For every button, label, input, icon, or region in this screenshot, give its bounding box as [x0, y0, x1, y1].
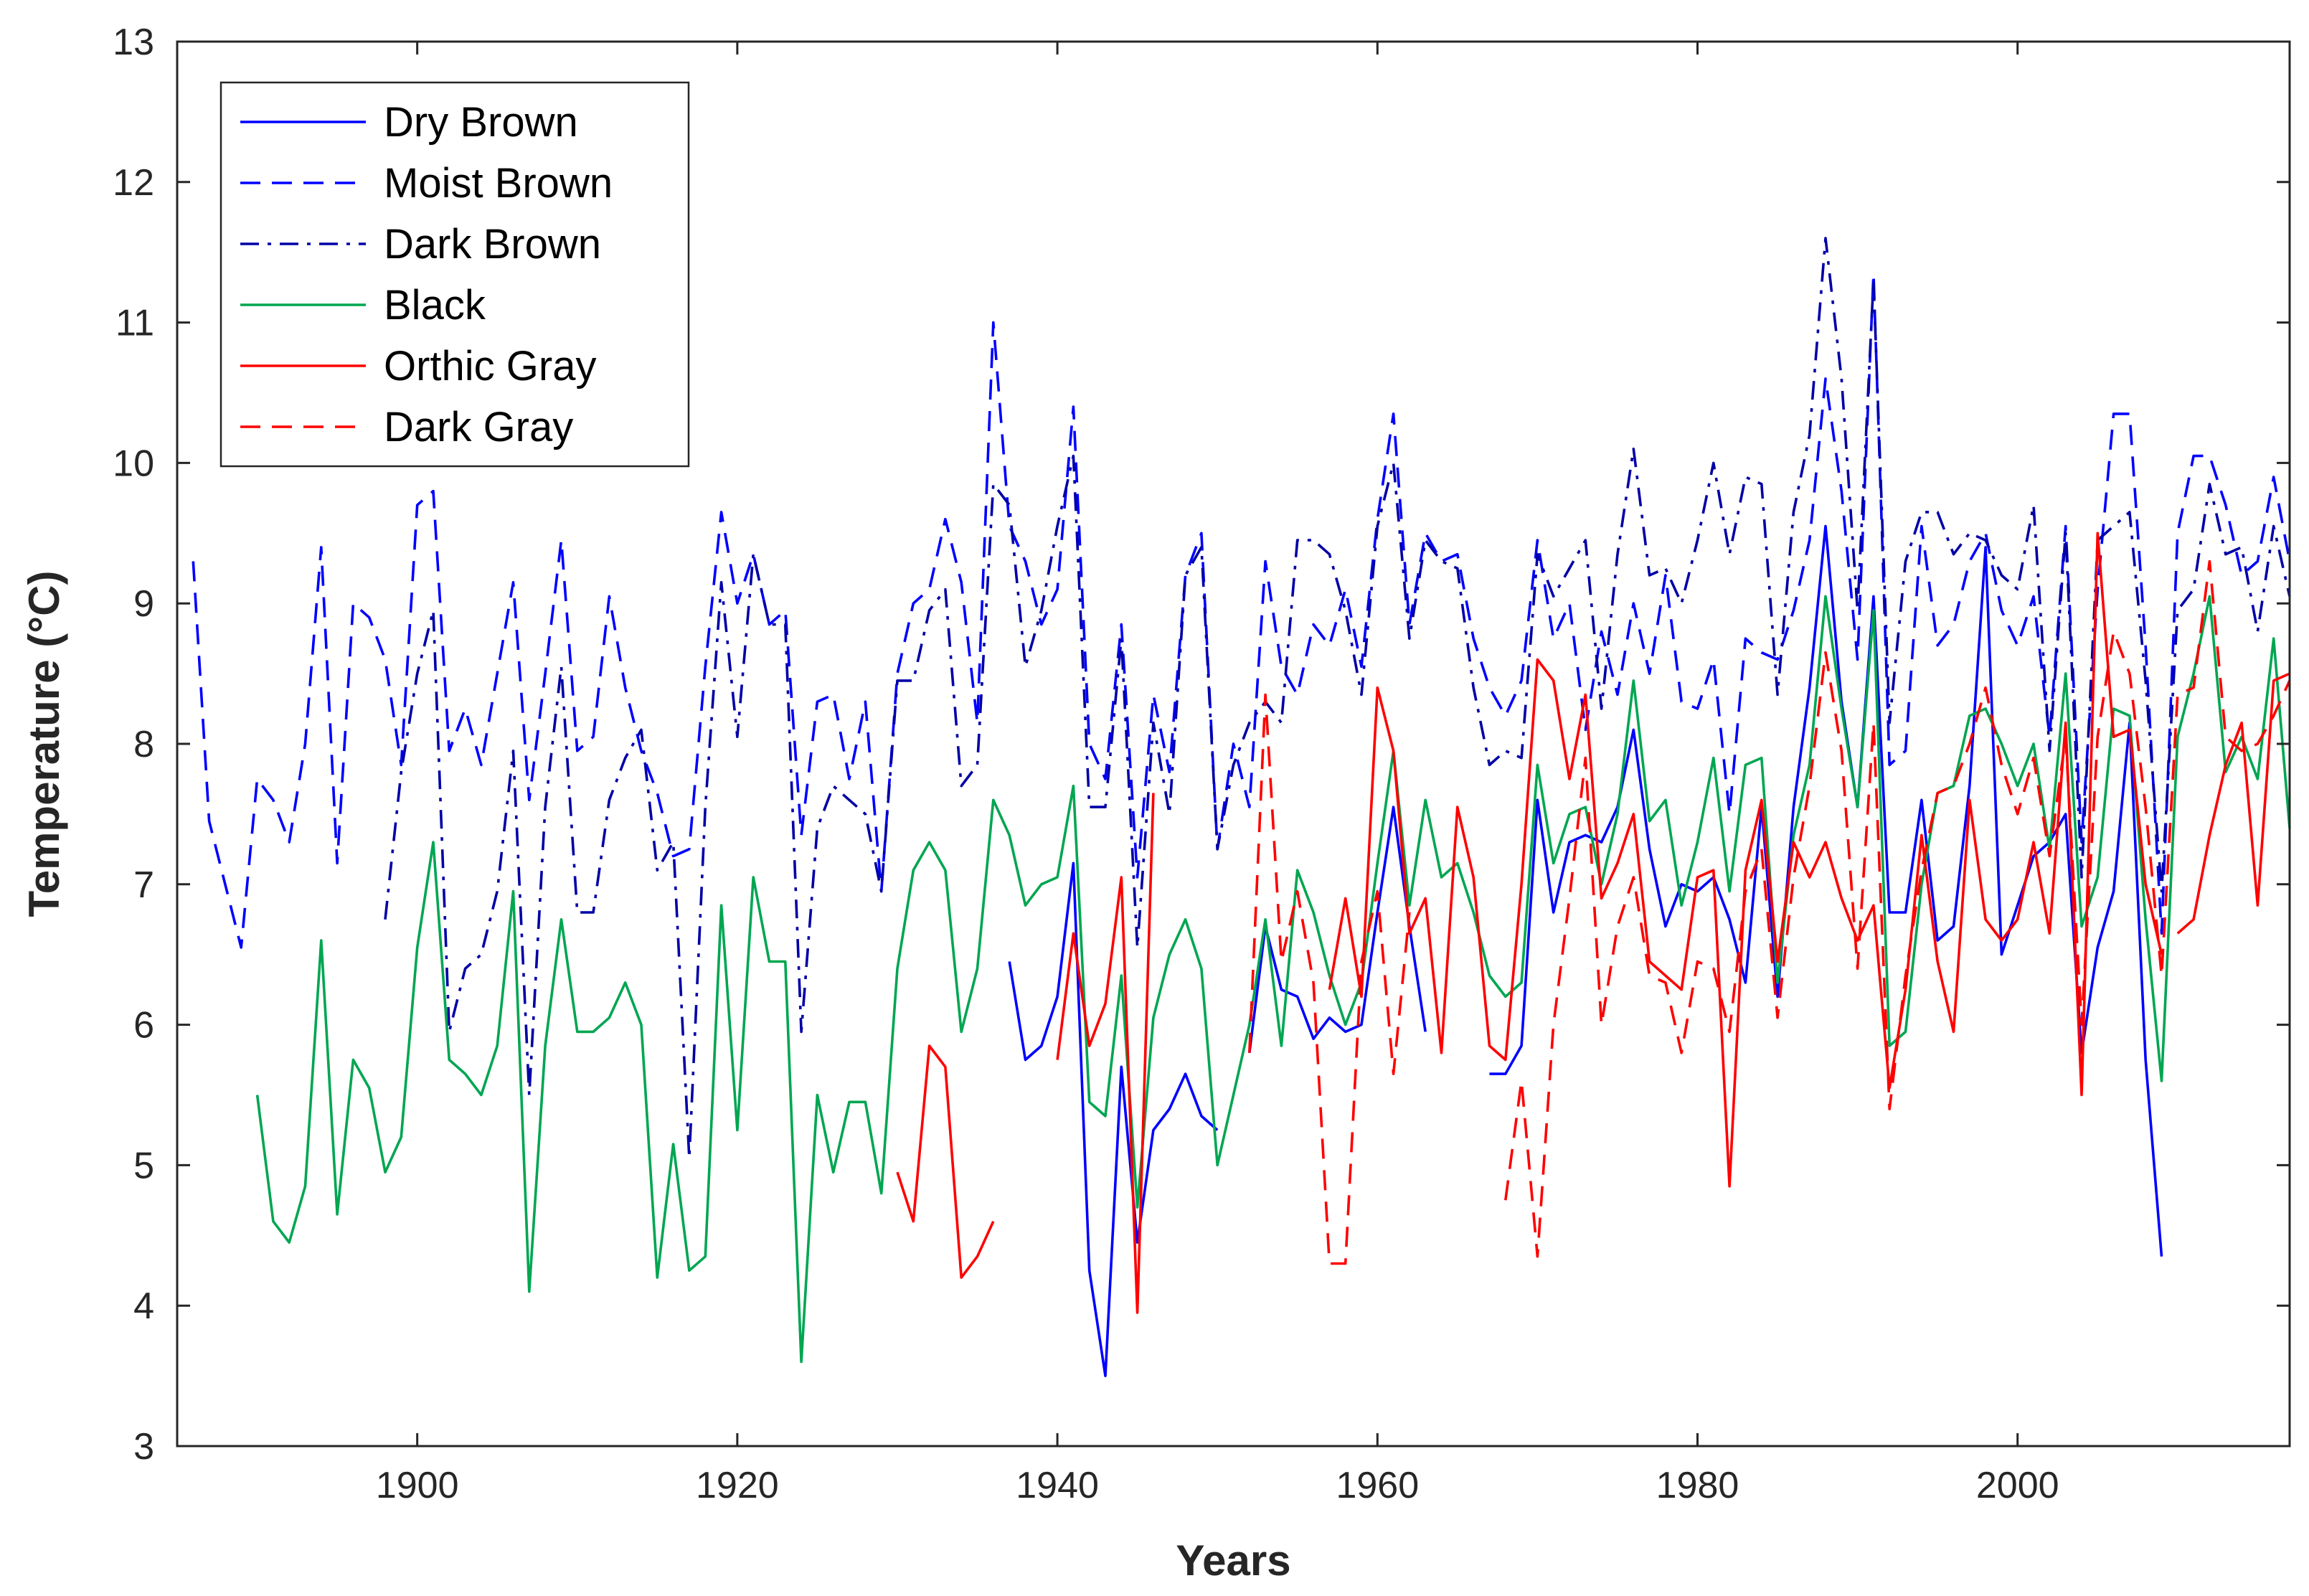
legend: Dry Brown Moist Brown Dark Brown Black Orthi…: [219, 81, 690, 468]
ticks-layer: 3 4 5 6 7 8 9 10 11 12 13 1900 1920 1940 1960 1980 2000: [113, 22, 2290, 1506]
series-moist-brown: [192, 272, 2291, 949]
x-tick-label: 1940: [1016, 1465, 1099, 1506]
x-tick-label: 1900: [376, 1465, 459, 1506]
y-tick-label: 9: [133, 583, 154, 625]
series-line-dark-brown-0: [384, 237, 2291, 1160]
series-layer: [192, 237, 2291, 1377]
legend-label: Dry Brown: [384, 99, 578, 146]
x-tick-label: 2000: [1976, 1465, 2059, 1506]
y-tick-label: 10: [113, 443, 154, 484]
series-dark-gray: [1248, 559, 2291, 1265]
legend-item: Orthic Gray: [240, 343, 597, 389]
legend-label: Dark Brown: [384, 221, 601, 268]
x-axis-title: Years: [1176, 1536, 1290, 1585]
y-tick-label: 11: [115, 303, 154, 344]
legend-items: Dry Brown Moist Brown Dark Brown Black Orthi…: [240, 99, 613, 450]
y-tick-label: 4: [133, 1285, 154, 1327]
legend-box: [219, 81, 690, 468]
series-line-dark-gray-0: [1248, 693, 1411, 1265]
series-line-dry-brown-1: [1248, 806, 1427, 1054]
y-tick-label: 8: [133, 724, 154, 765]
legend-item: Dark Gray: [240, 404, 573, 450]
series-line-orthic-gray-0: [896, 1044, 995, 1279]
legend-label: Orthic Gray: [384, 343, 597, 389]
x-tick-label: 1960: [1336, 1465, 1419, 1506]
series-line-dark-gray-1: [1504, 559, 2291, 1258]
legend-item: Dark Brown: [240, 221, 601, 268]
series-black: [255, 595, 2291, 1364]
y-axis-title: Temperature (°C): [20, 571, 68, 917]
series-line-orthic-gray-2: [1328, 532, 2163, 1188]
y-tick-label: 3: [133, 1426, 154, 1468]
y-tick-label: 6: [133, 1005, 154, 1047]
y-tick-label: 7: [133, 864, 154, 906]
legend-item: Moist Brown: [240, 160, 613, 207]
series-dark-brown: [384, 237, 2291, 1160]
series-line-orthic-gray-1: [1056, 793, 1155, 1314]
series-line-moist-brown-0: [192, 272, 2291, 949]
series-line-dry-brown-0: [1008, 861, 1219, 1377]
series-line-black-0: [255, 595, 2291, 1364]
y-tick-label: 13: [113, 22, 154, 63]
legend-label: Black: [384, 282, 486, 329]
legend-label: Dark Gray: [384, 404, 573, 450]
legend-item: Dry Brown: [240, 99, 578, 146]
legend-item: Black: [240, 282, 486, 329]
y-tick-label: 5: [133, 1145, 154, 1186]
x-tick-label: 1980: [1656, 1465, 1739, 1506]
legend-label: Moist Brown: [384, 160, 613, 207]
x-tick-label: 1920: [696, 1465, 779, 1506]
y-tick-label: 12: [113, 162, 154, 204]
